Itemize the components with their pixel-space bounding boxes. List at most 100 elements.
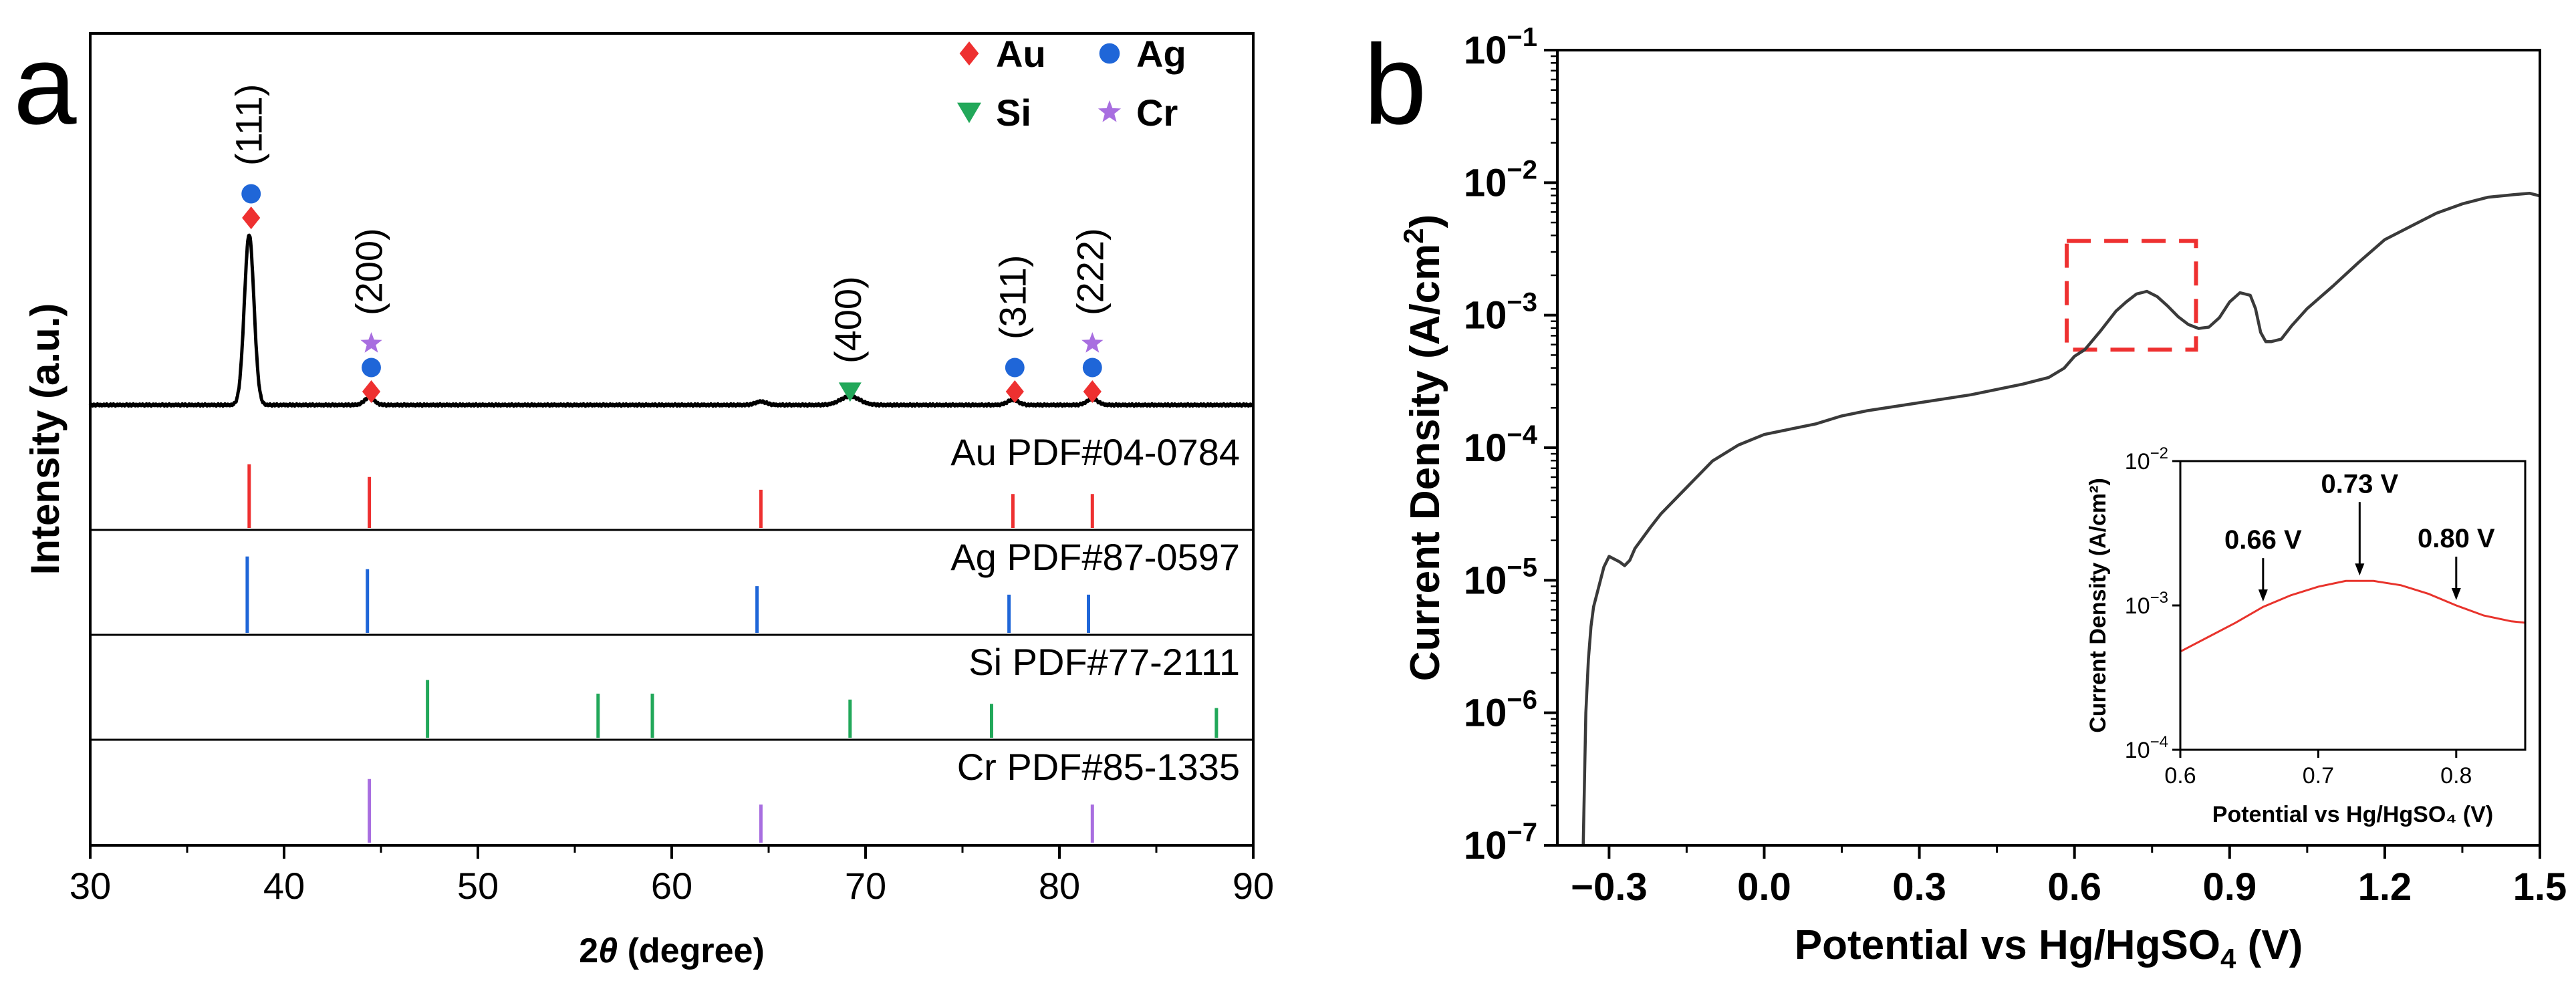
x-tick-label: 0.9 xyxy=(2202,865,2257,909)
annotation-arrowhead xyxy=(2355,563,2365,576)
inset-y-tick-exponent: −4 xyxy=(2150,733,2168,751)
y-tick-exponent: −3 xyxy=(1507,288,1537,317)
au-marker xyxy=(1083,380,1102,403)
reference-patterns: Au PDF#04-0784 Ag PDF#87-0597 Si PDF#77-21… xyxy=(90,431,1253,843)
cr-marker xyxy=(360,332,382,353)
y-tick-base: 10 xyxy=(1464,29,1507,72)
y-tick-label: 10−1 xyxy=(1464,23,1537,72)
inset-y-tick-base: 10 xyxy=(2125,738,2150,763)
legend: Au Ag Si Cr xyxy=(957,33,1186,134)
y-tick-label: 10−5 xyxy=(1464,553,1537,602)
x-tick-label: 0.3 xyxy=(1892,865,1946,909)
inset-y-tick-exponent: −2 xyxy=(2150,444,2168,462)
inset-x-tick-label: 0.8 xyxy=(2440,763,2472,789)
inset-x-tick-label: 0.6 xyxy=(2164,763,2196,789)
inset-chart: 0.66 V0.73 V0.80 V 0.6 0.7 0.8 10−410−310−… xyxy=(2085,444,2527,827)
y-tick-label: 10−6 xyxy=(1464,686,1537,735)
inset-background xyxy=(2180,461,2525,750)
legend-si-marker xyxy=(957,102,981,124)
legend-ag-marker xyxy=(1099,43,1120,64)
reference-label: Si PDF#77-2111 xyxy=(969,641,1240,683)
annotation-arrowhead xyxy=(2258,589,2268,602)
y-axis-title: Current Density (A/cm2) xyxy=(1398,215,1448,682)
peak-label: (400) xyxy=(827,276,869,364)
y-tick-base: 10 xyxy=(1464,426,1507,470)
peak-annotations: (111) (200) (400) (311) (222) xyxy=(228,84,1111,403)
cr-marker xyxy=(1081,332,1104,353)
y-tick-label: 10−2 xyxy=(1464,155,1537,204)
inset-y-tick-exponent: −3 xyxy=(2150,589,2168,607)
inset-y-tick-label: 10−4 xyxy=(2125,733,2168,763)
x-axis: −0.3 0.0 0.3 0.6 0.9 1.2 1.5 xyxy=(1571,845,2567,909)
x-tick-label: 80 xyxy=(1039,865,1080,907)
peak-label: (111) xyxy=(228,84,270,166)
inset-y-tick-label: 10−2 xyxy=(2125,444,2168,474)
x-axis-title: Potential vs Hg/HgSO4 (V) xyxy=(1795,922,2303,974)
y-axis: 10−710−610−510−410−310−210−1 xyxy=(1464,23,1557,867)
y-tick-exponent: −5 xyxy=(1507,553,1537,582)
panel-a-label: a xyxy=(13,21,77,148)
x-tick-label: 40 xyxy=(263,865,305,907)
legend-label: Ag xyxy=(1136,33,1186,75)
au-marker xyxy=(362,380,381,403)
x-tick-label: 1.2 xyxy=(2358,865,2412,909)
inset-y-tick-label: 10−3 xyxy=(2125,589,2168,619)
y-tick-exponent: −2 xyxy=(1507,155,1537,184)
inset-annotations: 0.66 V 0.73 V 0.80 V xyxy=(2224,469,2495,602)
x-tick-label: 0.0 xyxy=(1737,865,1791,909)
annotation-label: 0.66 V xyxy=(2224,525,2302,555)
ag-marker xyxy=(362,358,381,378)
y-tick-base: 10 xyxy=(1464,559,1507,602)
y-tick-label: 10−7 xyxy=(1464,818,1537,867)
x-tick-label: 50 xyxy=(457,865,499,907)
x-axis-title: 2θ (degree) xyxy=(579,932,765,970)
inset-y-axis: 10−410−310−2 xyxy=(2125,444,2180,763)
peak-label: (200) xyxy=(348,228,390,315)
reference-label: Ag PDF#87-0597 xyxy=(950,536,1240,578)
x-tick-label: 1.5 xyxy=(2513,865,2567,909)
y-tick-base: 10 xyxy=(1464,824,1507,867)
peak-label: (311) xyxy=(991,255,1033,339)
x-tick-label: 70 xyxy=(845,865,886,907)
inset-x-axis: 0.6 0.7 0.8 xyxy=(2164,750,2472,789)
y-axis-title: Intensity (a.u.) xyxy=(23,303,68,575)
au-marker xyxy=(242,206,261,229)
annotation-label: 0.73 V xyxy=(2321,469,2398,499)
inset-y-tick-base: 10 xyxy=(2125,593,2150,619)
x-axis-title-end: (V) xyxy=(2236,922,2303,968)
y-axis-title-sup: 2 xyxy=(1398,228,1429,243)
y-tick-base: 10 xyxy=(1464,161,1507,204)
inset-y-axis-title: Current Density (A/cm²) xyxy=(2085,478,2111,733)
x-axis-title-suffix: (degree) xyxy=(618,932,765,970)
y-axis-title-end: ) xyxy=(1402,215,1448,229)
y-axis-title-base: Current Density (A/cm xyxy=(1402,244,1448,682)
xrd-pattern-line xyxy=(88,233,1255,408)
y-tick-exponent: −4 xyxy=(1507,420,1537,450)
x-axis: 30 40 50 60 70 80 90 xyxy=(70,845,1274,907)
legend-label: Cr xyxy=(1136,92,1178,134)
legend-label: Au xyxy=(996,33,1046,75)
x-axis-title-base: Potential vs Hg/HgSO xyxy=(1795,922,2220,968)
highlight-box xyxy=(2065,239,2198,352)
x-tick-label: 90 xyxy=(1233,865,1274,907)
x-axis-title-prefix: 2 xyxy=(579,932,598,970)
polarization-chart: −0.3 0.0 0.3 0.6 0.9 1.2 1.5 10−710−610−510−41… xyxy=(1398,23,2567,974)
x-tick-label: −0.3 xyxy=(1571,865,1648,909)
y-tick-base: 10 xyxy=(1464,692,1507,735)
reference-label: Cr PDF#85-1335 xyxy=(957,746,1240,788)
y-tick-exponent: −1 xyxy=(1507,23,1537,52)
x-tick-label: 60 xyxy=(651,865,692,907)
y-tick-label: 10−4 xyxy=(1464,420,1538,470)
x-axis-title-sub: 4 xyxy=(2220,943,2236,974)
xrd-chart: Au PDF#04-0784 Ag PDF#87-0597 Si PDF#77-21… xyxy=(23,32,1274,970)
inset-x-tick-label: 0.7 xyxy=(2303,763,2334,789)
inset-y-tick-base: 10 xyxy=(2125,449,2150,474)
inset-curve xyxy=(2180,579,2526,653)
peak-label: (222) xyxy=(1069,228,1111,315)
ag-marker xyxy=(241,184,261,204)
si-marker xyxy=(838,382,862,402)
panel-b-label: b xyxy=(1364,21,1427,148)
reference-label: Au PDF#04-0784 xyxy=(950,431,1240,473)
legend-au-marker xyxy=(959,41,979,65)
